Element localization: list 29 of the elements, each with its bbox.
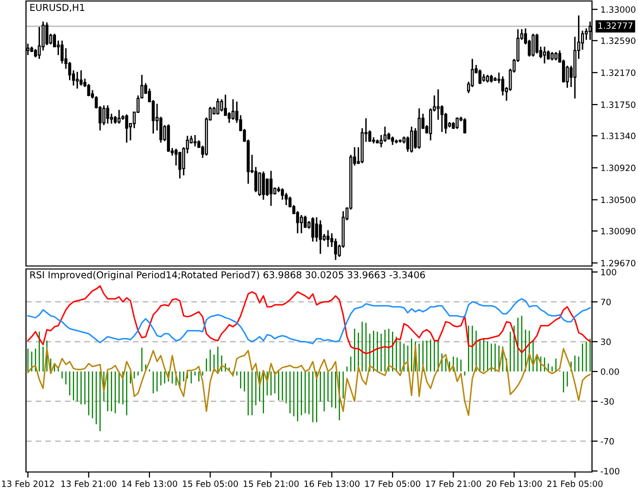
y-tick-label: 1.31340 (601, 132, 636, 140)
x-tick-label: 17 Feb 21:00 (426, 480, 482, 487)
y-tick-label: 100 (601, 268, 616, 276)
y-tick-label: 30 (600, 338, 611, 346)
y-tick-label: 1.30500 (601, 196, 636, 204)
y-tick-label: 1.29670 (601, 260, 636, 266)
x-tick-label: 16 Feb 13:00 (304, 480, 360, 487)
y-tick-label: 1.31750 (601, 101, 636, 108)
chart-title: EURUSD,H1 (30, 4, 84, 12)
x-tick-label: 13 Feb 21:00 (61, 480, 116, 487)
x-tick-label: 14 Feb 13:00 (122, 480, 178, 487)
y-tick-label: 1.30920 (601, 164, 636, 172)
y-tick-label: 0.00 (600, 368, 619, 375)
y-tick-label: 1.32590 (601, 37, 636, 44)
x-tick-label: 17 Feb 05:00 (365, 480, 420, 487)
x-tick-label: 13 Feb 2012 (2, 480, 54, 487)
y-tick-label: 1.30090 (601, 228, 636, 234)
x-tick-label: 15 Feb 05:00 (182, 480, 238, 487)
y-tick-label: -30 (600, 398, 614, 405)
y-tick-label: 70 (601, 298, 611, 306)
ref-line-label: 1.32777 (598, 22, 632, 29)
y-tick-label: -70 (600, 438, 614, 445)
y-tick-label: -100 (600, 468, 620, 474)
x-tick-label: 21 Feb 05:00 (547, 480, 603, 487)
x-tick-label: 20 Feb 13:00 (486, 480, 542, 487)
y-tick-label: 1.32170 (601, 69, 636, 76)
chart-title: RSI Improved(Original Period14;Rotated Period7) 63.9868 30.0205 33.9663 -3.3406 (30, 271, 425, 280)
y-tick-label: 1.33000 (601, 6, 636, 13)
x-tick-label: 15 Feb 21:00 (244, 480, 299, 487)
